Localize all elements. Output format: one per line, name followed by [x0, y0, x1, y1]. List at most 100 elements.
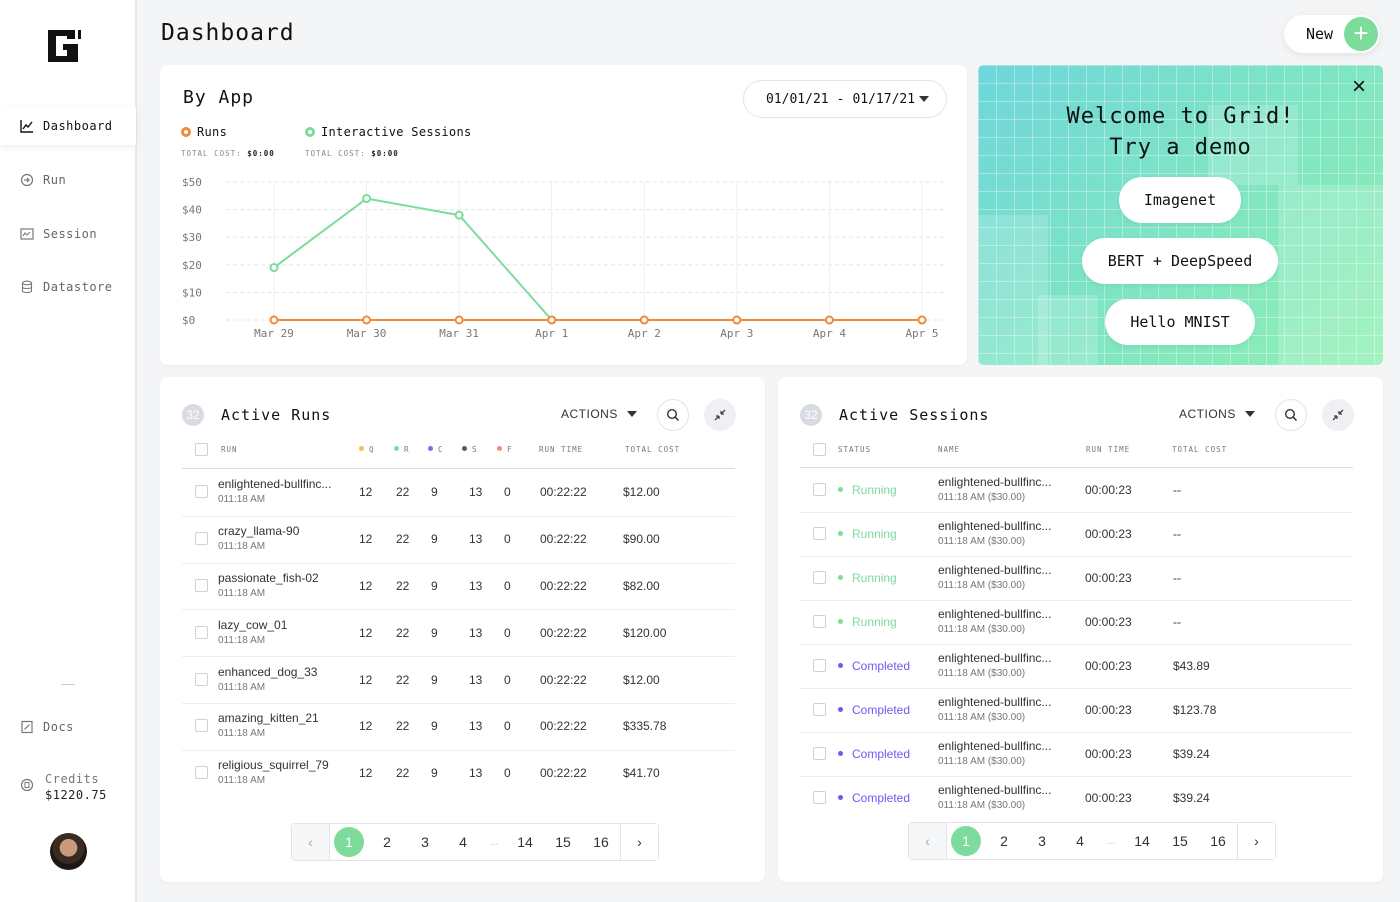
runs-actions-dropdown[interactable]: ACTIONS [561, 407, 637, 421]
active-runs-title: Active Runs [221, 406, 332, 424]
data-point-runs [547, 315, 557, 325]
page-button[interactable]: 14 [517, 834, 533, 850]
sidebar-item-run[interactable]: Run [0, 161, 136, 199]
sessions-search-button[interactable] [1275, 399, 1307, 431]
runs-count-badge: 32 [182, 404, 204, 426]
row-checkbox[interactable] [813, 703, 826, 716]
table-row[interactable]: passionate_fish-02 011:18 AM 12 22 9 13 0 00:22… [160, 563, 765, 611]
table-row[interactable]: Running enlightened-bullfinc... 011:18 AM … [778, 512, 1383, 557]
page-button[interactable]: 14 [1134, 833, 1150, 849]
data-point-runs [454, 315, 464, 325]
sidebar-divider [61, 684, 75, 685]
row-checkbox[interactable] [195, 485, 208, 499]
table-row[interactable]: crazy_llama-90 011:18 AM 12 22 9 13 0 00:22:22 $… [160, 516, 765, 564]
table-row[interactable]: amazing_kitten_21 011:18 AM 12 22 9 13 0 00:22:… [160, 703, 765, 751]
page-button[interactable]: 2 [383, 834, 391, 850]
total-cost: $39.24 [1173, 791, 1210, 805]
page-button[interactable]: 16 [1210, 833, 1226, 849]
page-button[interactable]: 4 [459, 834, 467, 850]
legend-runs: Runs TOTAL COST: $0:00 [181, 123, 275, 158]
total-cost: -- [1173, 527, 1181, 541]
by-app-title: By App [183, 87, 255, 108]
page-button[interactable]: 16 [593, 834, 609, 850]
row-checkbox[interactable] [195, 532, 208, 546]
count-s: 13 [469, 719, 483, 734]
table-row[interactable]: religious_squirrel_79 011:18 AM 12 22 9 13 0 00… [160, 750, 765, 797]
runs-legend-dot [181, 127, 191, 137]
page-button[interactable]: 15 [555, 834, 571, 850]
avatar[interactable] [50, 833, 87, 870]
by-app-card: By App 01/01/21 - 01/17/21 Runs TOTAL CO… [160, 65, 967, 365]
prev-page-button[interactable]: ‹ [909, 823, 947, 859]
table-row[interactable]: Completed enlightened-bullfinc... 011:18 A… [778, 776, 1383, 820]
row-checkbox[interactable] [813, 791, 826, 804]
date-range-picker[interactable]: 01/01/21 - 01/17/21 [743, 80, 947, 118]
sidebar-item-session[interactable]: Session [0, 215, 136, 253]
row-checkbox[interactable] [195, 766, 208, 780]
active-runs-card: 32 Active Runs ACTIONS RUN Q R C S F RUN… [160, 377, 765, 882]
collapse-icon [714, 409, 726, 421]
table-row[interactable]: Completed enlightened-bullfinc... 011:18 A… [778, 688, 1383, 733]
sidebar-item-datastore[interactable]: Datastore [0, 268, 136, 306]
table-row[interactable]: Running enlightened-bullfinc... 011:18 AM … [778, 556, 1383, 601]
row-checkbox[interactable] [195, 625, 208, 639]
demo-mnist-button[interactable]: Hello MNIST [1105, 299, 1255, 345]
table-row[interactable]: enhanced_dog_33 011:18 AM 12 22 9 13 0 00:22:22… [160, 656, 765, 704]
table-row[interactable]: Running enlightened-bullfinc... 011:18 AM … [778, 468, 1383, 513]
row-divider [800, 600, 1353, 601]
col-label: R [404, 445, 410, 454]
select-all-checkbox[interactable] [813, 443, 826, 456]
sidebar-item-dashboard[interactable]: Dashboard [0, 107, 136, 145]
chevron-down-icon [919, 96, 929, 102]
col-total-cost: TOTAL COST [625, 445, 681, 454]
page-button[interactable]: 3 [421, 834, 429, 850]
demo-bert-button[interactable]: BERT + DeepSpeed [1082, 238, 1278, 284]
session-run-time: 00:00:23 [1085, 527, 1132, 541]
row-checkbox[interactable] [813, 615, 826, 628]
sidebar-item-docs[interactable]: Docs [0, 708, 136, 746]
page-button[interactable]: 4 [1076, 833, 1084, 849]
session-name: enlightened-bullfinc... [938, 651, 1052, 665]
prev-page-button[interactable]: ‹ [292, 824, 330, 860]
run-name: lazy_cow_01 [218, 617, 288, 632]
table-row[interactable]: lazy_cow_01 011:18 AM 12 22 9 13 0 00:22:22 $120… [160, 609, 765, 658]
table-row[interactable]: Completed enlightened-bullfinc... 011:18 A… [778, 644, 1383, 689]
next-page-button[interactable]: › [620, 824, 658, 860]
page-button[interactable]: 2 [1000, 833, 1008, 849]
page-button[interactable]: 15 [1172, 833, 1188, 849]
sessions-actions-dropdown[interactable]: ACTIONS [1179, 407, 1255, 421]
row-checkbox[interactable] [195, 672, 208, 686]
next-page-button[interactable]: › [1237, 823, 1275, 859]
page-button[interactable]: 1 [330, 827, 368, 857]
runs-search-button[interactable] [657, 399, 689, 431]
row-checkbox[interactable] [813, 659, 826, 672]
row-checkbox[interactable] [195, 719, 208, 733]
grid-logo-icon[interactable] [45, 27, 83, 65]
table-row[interactable]: enlightened-bullfinc... 011:18 AM 12 22 9 13 0… [160, 469, 765, 517]
runs-collapse-button[interactable] [704, 399, 736, 431]
date-to: 01/17/21 [852, 91, 916, 107]
run-duration: 00:22:22 [540, 719, 587, 734]
select-all-checkbox[interactable] [195, 443, 208, 456]
table-row[interactable]: Completed enlightened-bullfinc... 011:18 A… [778, 732, 1383, 777]
demo-imagenet-button[interactable]: Imagenet [1119, 177, 1241, 223]
row-checkbox[interactable] [813, 527, 826, 540]
decor-block [1038, 295, 1098, 365]
total-cost: $12.00 [623, 485, 660, 500]
page-button[interactable]: 1 [947, 826, 985, 856]
row-checkbox[interactable] [195, 578, 208, 592]
close-icon[interactable]: × [1351, 73, 1366, 100]
session-name: enlightened-bullfinc... [938, 475, 1052, 489]
table-row[interactable]: Running enlightened-bullfinc... 011:18 AM … [778, 600, 1383, 645]
col-q: Q [359, 445, 375, 454]
col-f: F [497, 445, 513, 454]
row-checkbox[interactable] [813, 747, 826, 760]
row-checkbox[interactable] [813, 483, 826, 496]
row-checkbox[interactable] [813, 571, 826, 584]
session-name: enlightened-bullfinc... [938, 783, 1052, 797]
new-button[interactable]: New + [1284, 15, 1380, 53]
data-point-runs [732, 315, 742, 325]
welcome-line-1: Welcome to Grid! [1066, 104, 1295, 129]
sessions-collapse-button[interactable] [1322, 399, 1354, 431]
page-button[interactable]: 3 [1038, 833, 1046, 849]
